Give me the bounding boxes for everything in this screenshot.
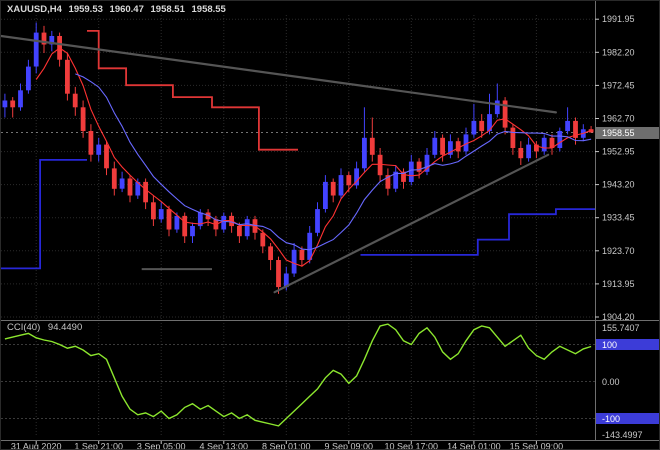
price-axis-label: 1943.20 (602, 180, 635, 190)
cci-level-label: 0.00 (602, 377, 620, 387)
ohlc-close: 1958.55 (191, 4, 226, 15)
ohlc-low: 1958.51 (150, 4, 185, 15)
cci-scale-max-label: 155.7407 (602, 323, 640, 333)
grid-lines (1, 15, 595, 444)
trendlines (1, 34, 558, 294)
price-axis-label: 1982.20 (602, 47, 635, 57)
indicator-name: CCI(40) (7, 322, 41, 333)
price-axis-label: 1972.45 (602, 80, 635, 90)
time-axis-label: 9 Sep 09:00 (325, 442, 374, 450)
ma-5-line (35, 47, 592, 267)
ma-10-line (75, 73, 592, 251)
time-axis-label: 31 Aug 2020 (11, 442, 62, 450)
price-axis-label: 1962.70 (602, 114, 635, 124)
time-axis-label: 3 Sep 05:00 (137, 442, 186, 450)
cci-level-tag (596, 413, 659, 424)
ohlc-high: 1960.47 (109, 4, 144, 15)
pane-separators (1, 1, 659, 441)
price-axis-label: 1952.95 (602, 147, 635, 157)
time-axis-label: 14 Sep 01:00 (447, 442, 501, 450)
cci-level-label: -100 (602, 414, 620, 424)
price-axis-label: 1933.45 (602, 213, 635, 223)
price-axis-label: 1913.95 (602, 279, 635, 289)
indicator-label: CCI(40) 94.4490 (7, 322, 82, 333)
time-axis-label: 4 Sep 13:00 (200, 442, 249, 450)
time-axis[interactable]: 31 Aug 2020 1 Sep 21:00 3 Sep 05:00 4 Sep 1… (11, 442, 563, 450)
price-axis-label: 1991.95 (602, 14, 635, 24)
candlestick-series (2, 22, 594, 294)
price-axis-label: 1923.70 (602, 246, 635, 256)
indicator-axis[interactable]: 155.7407 -143.4997 100 0.00 -100 (596, 323, 660, 440)
cci-line (4, 323, 592, 427)
indicator-value: 94.4490 (47, 322, 83, 333)
price-axis[interactable]: 1991.95 1982.20 1972.45 1962.70 1952.95 1943.… (595, 14, 635, 322)
time-axis-label: 15 Sep 09:00 (510, 442, 564, 450)
chart-ohlc-title: XAUUSD,H4 1959.53 1960.47 1958.51 1958.5… (7, 4, 230, 15)
cci-scale-min-label: -143.4997 (602, 430, 643, 440)
current-price-tag: 1958.55 (596, 126, 659, 139)
cci-level-tag (596, 339, 659, 350)
time-axis-label: 8 Sep 01:00 (262, 442, 311, 450)
cci-level-label: 100 (602, 340, 617, 350)
time-axis-label: 1 Sep 21:00 (74, 442, 123, 450)
price-axis-label: 1904.20 (602, 312, 635, 322)
ohlc-open: 1959.53 (68, 4, 103, 15)
cci-level-lines (1, 344, 595, 419)
time-axis-label: 10 Sep 17:00 (385, 442, 439, 450)
symbol-timeframe-label: XAUUSD,H4 (7, 4, 62, 15)
step-indicator-lines (1, 30, 595, 271)
